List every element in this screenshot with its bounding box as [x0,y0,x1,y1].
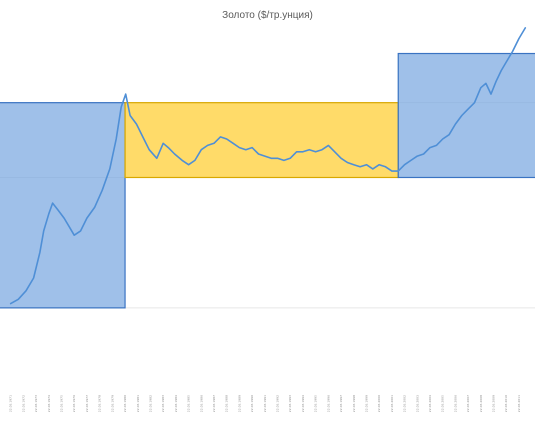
x-tick-label: 22.03.1977 [85,395,89,412]
x-tick-label: 22.03.2011 [517,395,521,412]
x-tick-label: 22.03.1994 [301,395,305,412]
x-tick-label: 22.03.1972 [21,395,25,412]
x-tick-label: 22.03.1988 [225,395,229,412]
region-blue-0 [0,102,126,309]
x-tick-label: 22.03.2004 [428,395,432,412]
x-tick-label: 22.03.1971 [9,395,13,412]
x-tick-label: 22.03.1998 [352,395,356,412]
x-tick-label: 22.03.2008 [479,395,483,412]
x-tick-label: 22.03.2000 [377,395,381,412]
x-tick-label: 22.03.2009 [492,395,496,412]
x-tick-label: 22.03.2003 [415,395,419,412]
x-tick-label: 22.03.1996 [326,395,330,412]
x-tick-label: 22.03.1980 [123,395,127,412]
region-blue-2 [397,52,535,179]
series-line-0 [9,27,527,305]
x-tick-label: 22.03.1990 [250,395,254,412]
x-tick-label: 22.03.1995 [314,395,318,412]
x-tick-label: 22.03.1987 [212,395,216,412]
x-tick-label: 22.03.1979 [110,395,114,412]
x-tick-label: 22.03.1997 [339,395,343,412]
x-tick-label: 22.03.2007 [466,395,470,412]
x-tick-label: 22.03.2001 [390,395,394,412]
x-tick-label: 22.03.1984 [174,395,178,412]
x-tick-label: 22.03.1973 [34,395,38,412]
x-tick-label: 22.03.2005 [441,395,445,412]
x-tick-label: 22.03.1989 [237,395,241,412]
x-tick-label: 22.03.1981 [136,395,140,412]
chart-title: Золото ($/тр.унция) [222,10,313,21]
x-tick-label: 22.03.1999 [364,395,368,412]
x-tick-label: 22.03.2010 [504,395,508,412]
x-tick-label: 22.03.1978 [98,395,102,412]
x-tick-label: 22.03.1974 [47,395,51,412]
x-tick-label: 22.03.2002 [403,395,407,412]
x-tick-label: 22.03.1983 [161,395,165,412]
x-tick-label: 22.03.1991 [263,395,267,412]
x-tick-label: 22.03.2006 [453,395,457,412]
x-tick-label: 22.03.1993 [288,395,292,412]
x-tick-label: 22.03.1986 [199,395,203,412]
x-tick-label: 22.03.1985 [187,395,191,412]
x-tick-label: 22.03.1975 [60,395,64,412]
x-tick-label: 22.03.1976 [72,395,76,412]
x-tick-label: 22.03.1982 [148,395,152,412]
x-tick-label: 22.03.1992 [276,395,280,412]
